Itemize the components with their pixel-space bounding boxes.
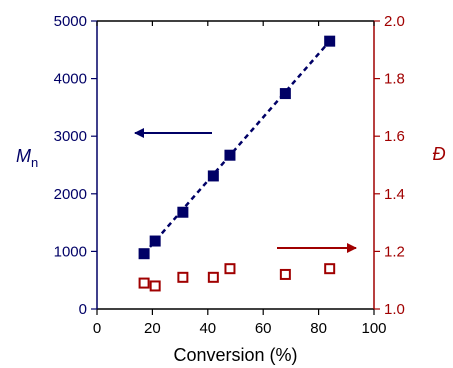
left-axis-title-subscript: n xyxy=(31,155,38,170)
mn-point xyxy=(224,149,236,161)
x-axis-title: Conversion (%) xyxy=(173,345,297,365)
x-tick-label: 20 xyxy=(144,320,161,337)
left-tick-label: 1000 xyxy=(54,243,87,260)
x-ticks: 0 20 40 60 80 100 xyxy=(93,21,387,337)
left-tick-label: 3000 xyxy=(54,128,87,145)
mn-point xyxy=(138,248,150,260)
dispersity-point xyxy=(177,271,189,283)
right-tick-label: 1.2 xyxy=(384,243,405,260)
trendline xyxy=(143,40,331,255)
x-tick-label: 100 xyxy=(361,320,386,337)
left-axis-title-main: M xyxy=(16,146,31,166)
mn-point xyxy=(279,88,291,100)
mn-point xyxy=(177,206,189,218)
x-tick-label: 80 xyxy=(310,320,327,337)
right-tick-label: 1.6 xyxy=(384,128,405,145)
dispersity-point xyxy=(207,271,219,283)
series-dispersity-points xyxy=(138,263,336,292)
series-mn-points xyxy=(138,35,336,260)
left-tick-label: 0 xyxy=(79,301,87,318)
dispersity-point xyxy=(138,277,150,289)
plot-frame xyxy=(96,20,375,310)
x-tick-label: 40 xyxy=(199,320,216,337)
left-tick-label: 5000 xyxy=(54,13,87,30)
dispersity-point xyxy=(279,268,291,280)
right-axis-title: Đ xyxy=(433,144,446,164)
mn-point xyxy=(207,170,219,182)
dispersity-point xyxy=(224,263,236,275)
right-tick-label: 2.0 xyxy=(384,13,405,30)
dispersity-point xyxy=(149,280,161,292)
right-tick-label: 1.0 xyxy=(384,301,405,318)
right-tick-label: 1.4 xyxy=(384,186,405,203)
mn-point xyxy=(149,235,161,247)
x-tick-label: 60 xyxy=(255,320,272,337)
left-tick-label: 4000 xyxy=(54,71,87,88)
mn-point xyxy=(324,35,336,47)
left-axis-ticks: 0 1000 2000 3000 4000 5000 xyxy=(54,13,97,318)
trendline-layer xyxy=(143,40,331,255)
right-axis-ticks: 1.0 1.2 1.4 1.6 1.8 2.0 xyxy=(374,13,405,318)
right-tick-label: 1.8 xyxy=(384,71,405,88)
x-tick-label: 0 xyxy=(93,320,101,337)
dispersity-point xyxy=(324,263,336,275)
left-tick-label: 2000 xyxy=(54,186,87,203)
left-axis-title: Mn xyxy=(16,146,38,170)
